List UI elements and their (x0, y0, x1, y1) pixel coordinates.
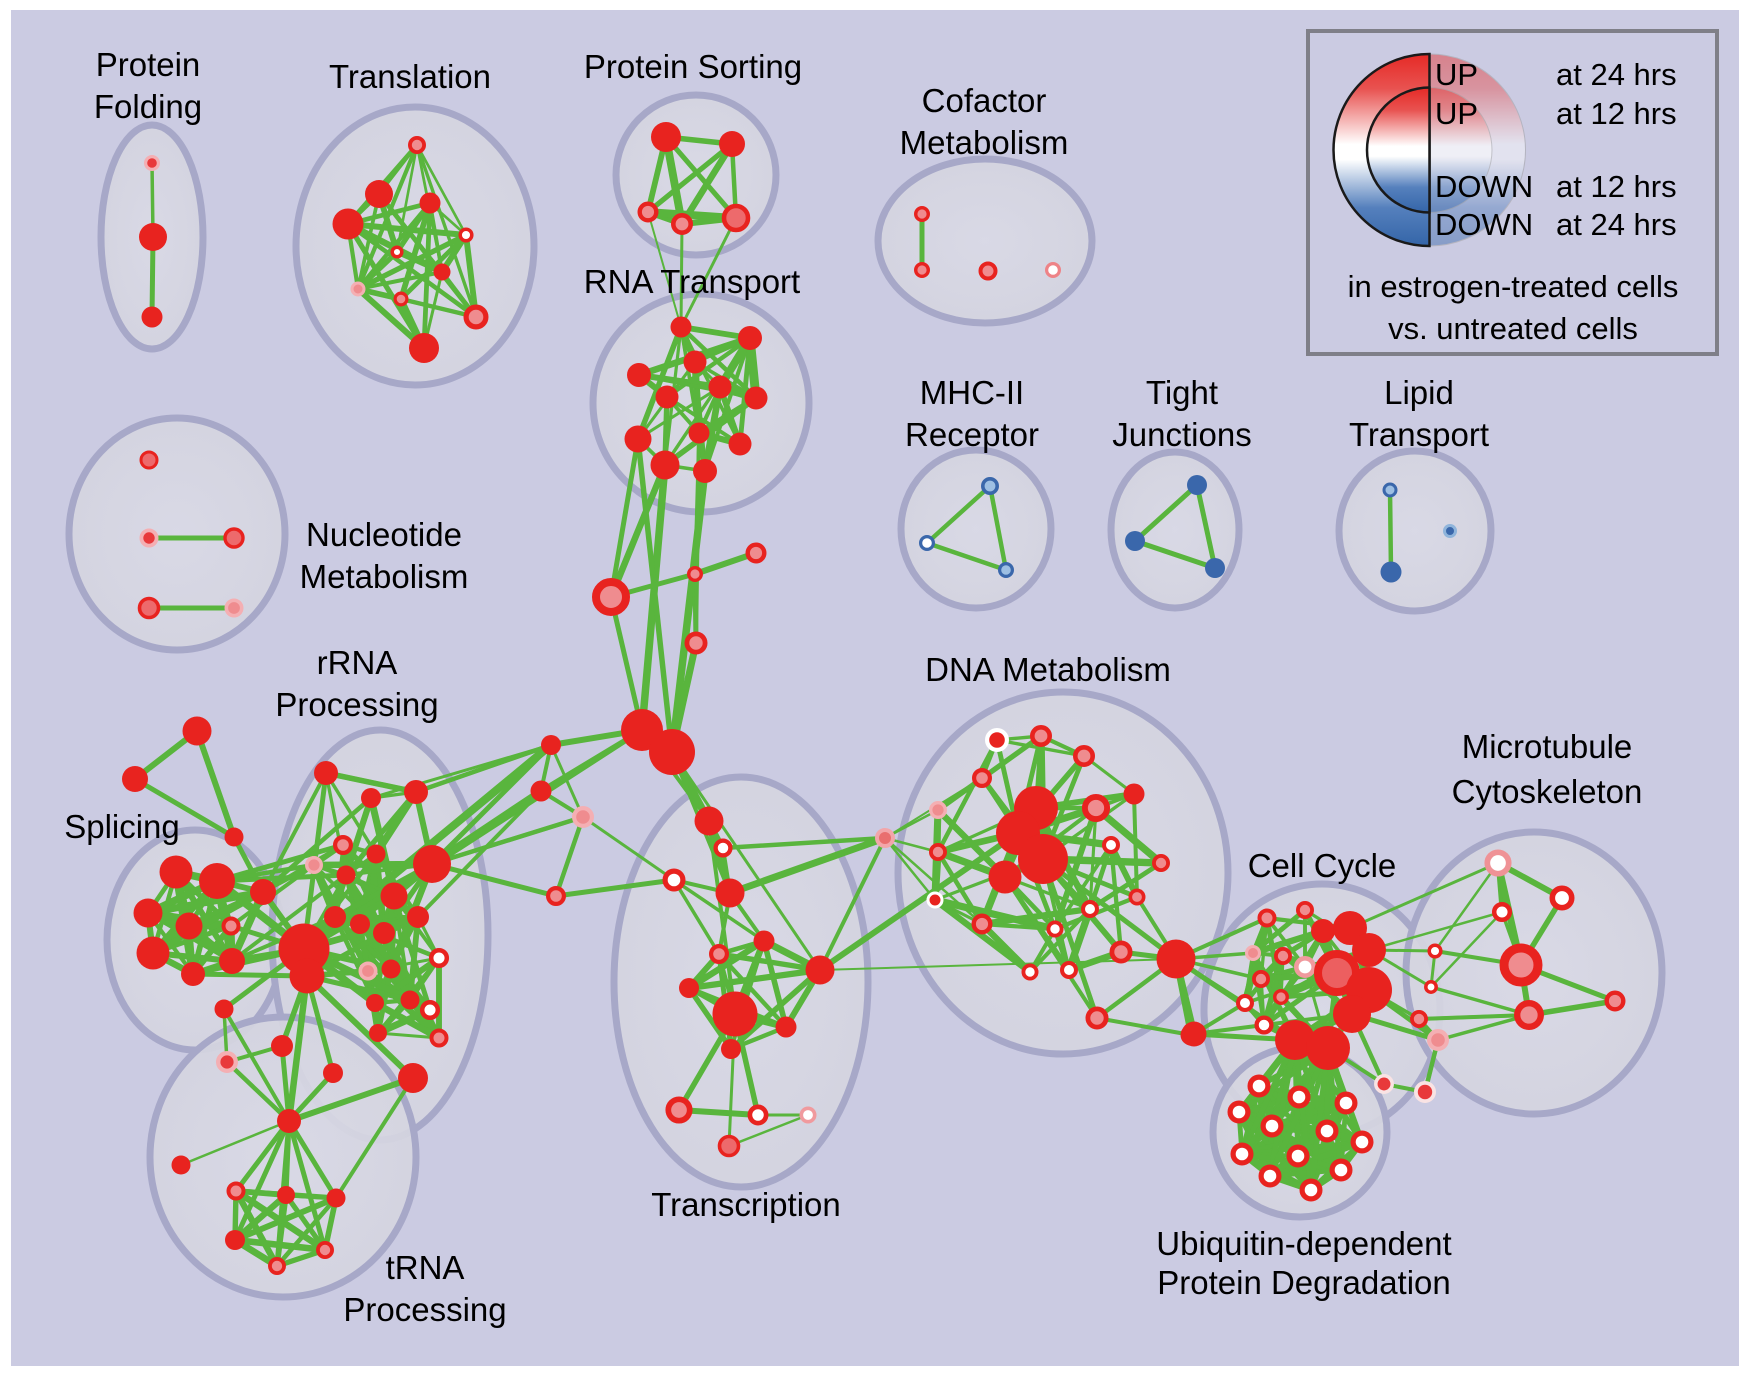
svg-text:Ubiquitin-dependent: Ubiquitin-dependent (1156, 1225, 1451, 1262)
svg-text:vs. untreated cells: vs. untreated cells (1388, 311, 1638, 346)
svg-text:Metabolism: Metabolism (300, 558, 469, 595)
svg-text:tRNA: tRNA (386, 1249, 465, 1286)
svg-text:at 12 hrs: at 12 hrs (1556, 96, 1677, 131)
svg-text:Splicing: Splicing (64, 808, 180, 845)
svg-text:MHC-II: MHC-II (920, 374, 1024, 411)
svg-text:Folding: Folding (94, 88, 202, 125)
svg-text:Transcription: Transcription (651, 1186, 841, 1223)
svg-text:at 24 hrs: at 24 hrs (1556, 207, 1677, 242)
svg-text:Tight: Tight (1146, 374, 1218, 411)
svg-text:Protein: Protein (96, 46, 201, 83)
svg-text:Microtubule: Microtubule (1462, 728, 1633, 765)
svg-text:rRNA: rRNA (317, 644, 398, 681)
svg-text:DNA Metabolism: DNA Metabolism (925, 651, 1171, 688)
svg-text:Transport: Transport (1349, 416, 1489, 453)
svg-text:DOWN: DOWN (1435, 207, 1533, 242)
svg-text:in estrogen-treated cells: in estrogen-treated cells (1348, 269, 1679, 304)
svg-text:Protein Degradation: Protein Degradation (1157, 1264, 1451, 1301)
svg-text:DOWN: DOWN (1435, 169, 1533, 204)
svg-text:Processing: Processing (275, 686, 438, 723)
svg-text:Nucleotide: Nucleotide (306, 516, 462, 553)
svg-text:Lipid: Lipid (1384, 374, 1454, 411)
svg-text:Processing: Processing (343, 1291, 506, 1328)
svg-text:Cytoskeleton: Cytoskeleton (1452, 773, 1643, 810)
svg-text:Translation: Translation (329, 58, 491, 95)
svg-text:Metabolism: Metabolism (900, 124, 1069, 161)
svg-text:UP: UP (1435, 96, 1478, 131)
svg-text:Protein Sorting: Protein Sorting (584, 48, 802, 85)
svg-text:Cofactor: Cofactor (922, 82, 1047, 119)
svg-text:Cell Cycle: Cell Cycle (1248, 847, 1397, 884)
svg-text:Receptor: Receptor (905, 416, 1039, 453)
svg-text:Junctions: Junctions (1112, 416, 1251, 453)
svg-text:RNA Transport: RNA Transport (584, 263, 800, 300)
svg-text:UP: UP (1435, 57, 1478, 92)
svg-text:at 24 hrs: at 24 hrs (1556, 57, 1677, 92)
svg-text:at 12 hrs: at 12 hrs (1556, 169, 1677, 204)
